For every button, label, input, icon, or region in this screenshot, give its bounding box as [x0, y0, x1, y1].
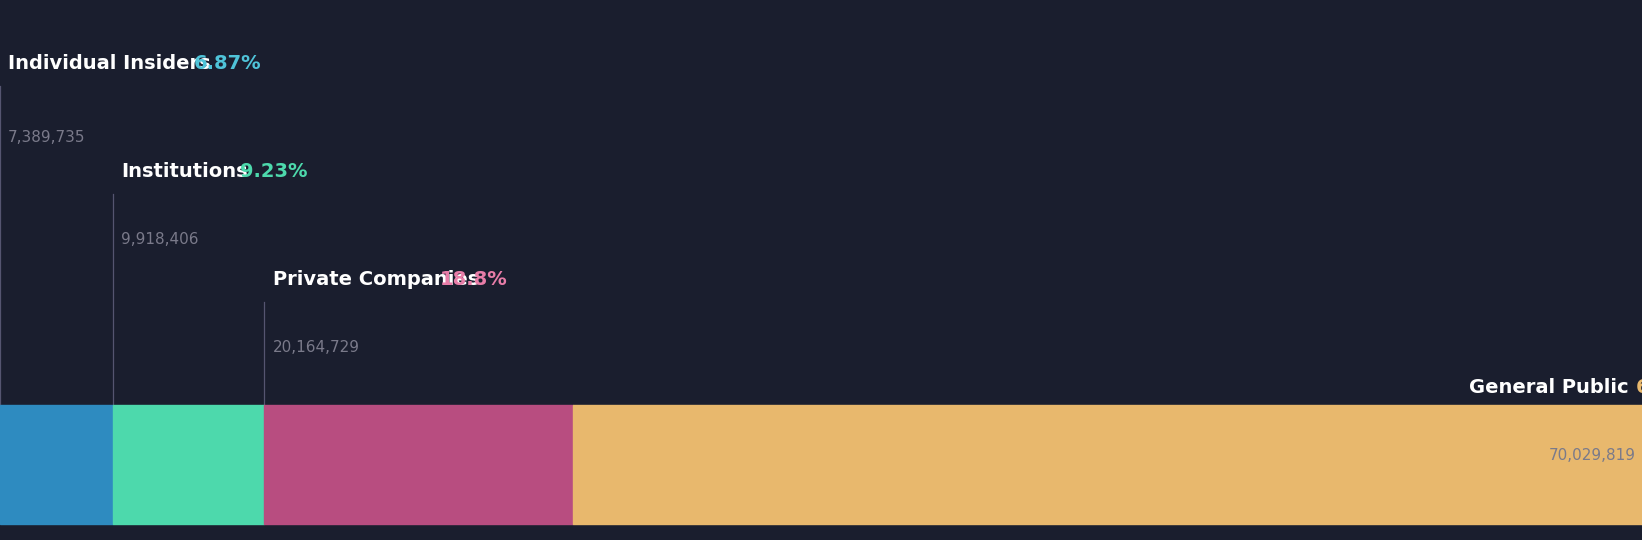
Text: Institutions: Institutions — [122, 162, 248, 181]
Text: Individual Insiders: Individual Insiders — [8, 54, 210, 73]
Text: 65.1%: 65.1% — [1635, 378, 1642, 397]
Text: 6.87%: 6.87% — [194, 54, 261, 73]
Bar — [0, 405, 113, 524]
Bar — [113, 405, 264, 524]
Text: 9.23%: 9.23% — [240, 162, 307, 181]
Bar — [573, 405, 1642, 524]
Text: 20,164,729: 20,164,729 — [273, 340, 360, 355]
Text: Private Companies: Private Companies — [273, 270, 479, 289]
Bar — [264, 405, 573, 524]
Text: 9,918,406: 9,918,406 — [122, 232, 199, 247]
Text: 70,029,819: 70,029,819 — [1548, 448, 1635, 463]
Text: 18.8%: 18.8% — [440, 270, 507, 289]
Text: 7,389,735: 7,389,735 — [8, 130, 85, 145]
Text: General Public: General Public — [1470, 378, 1635, 397]
